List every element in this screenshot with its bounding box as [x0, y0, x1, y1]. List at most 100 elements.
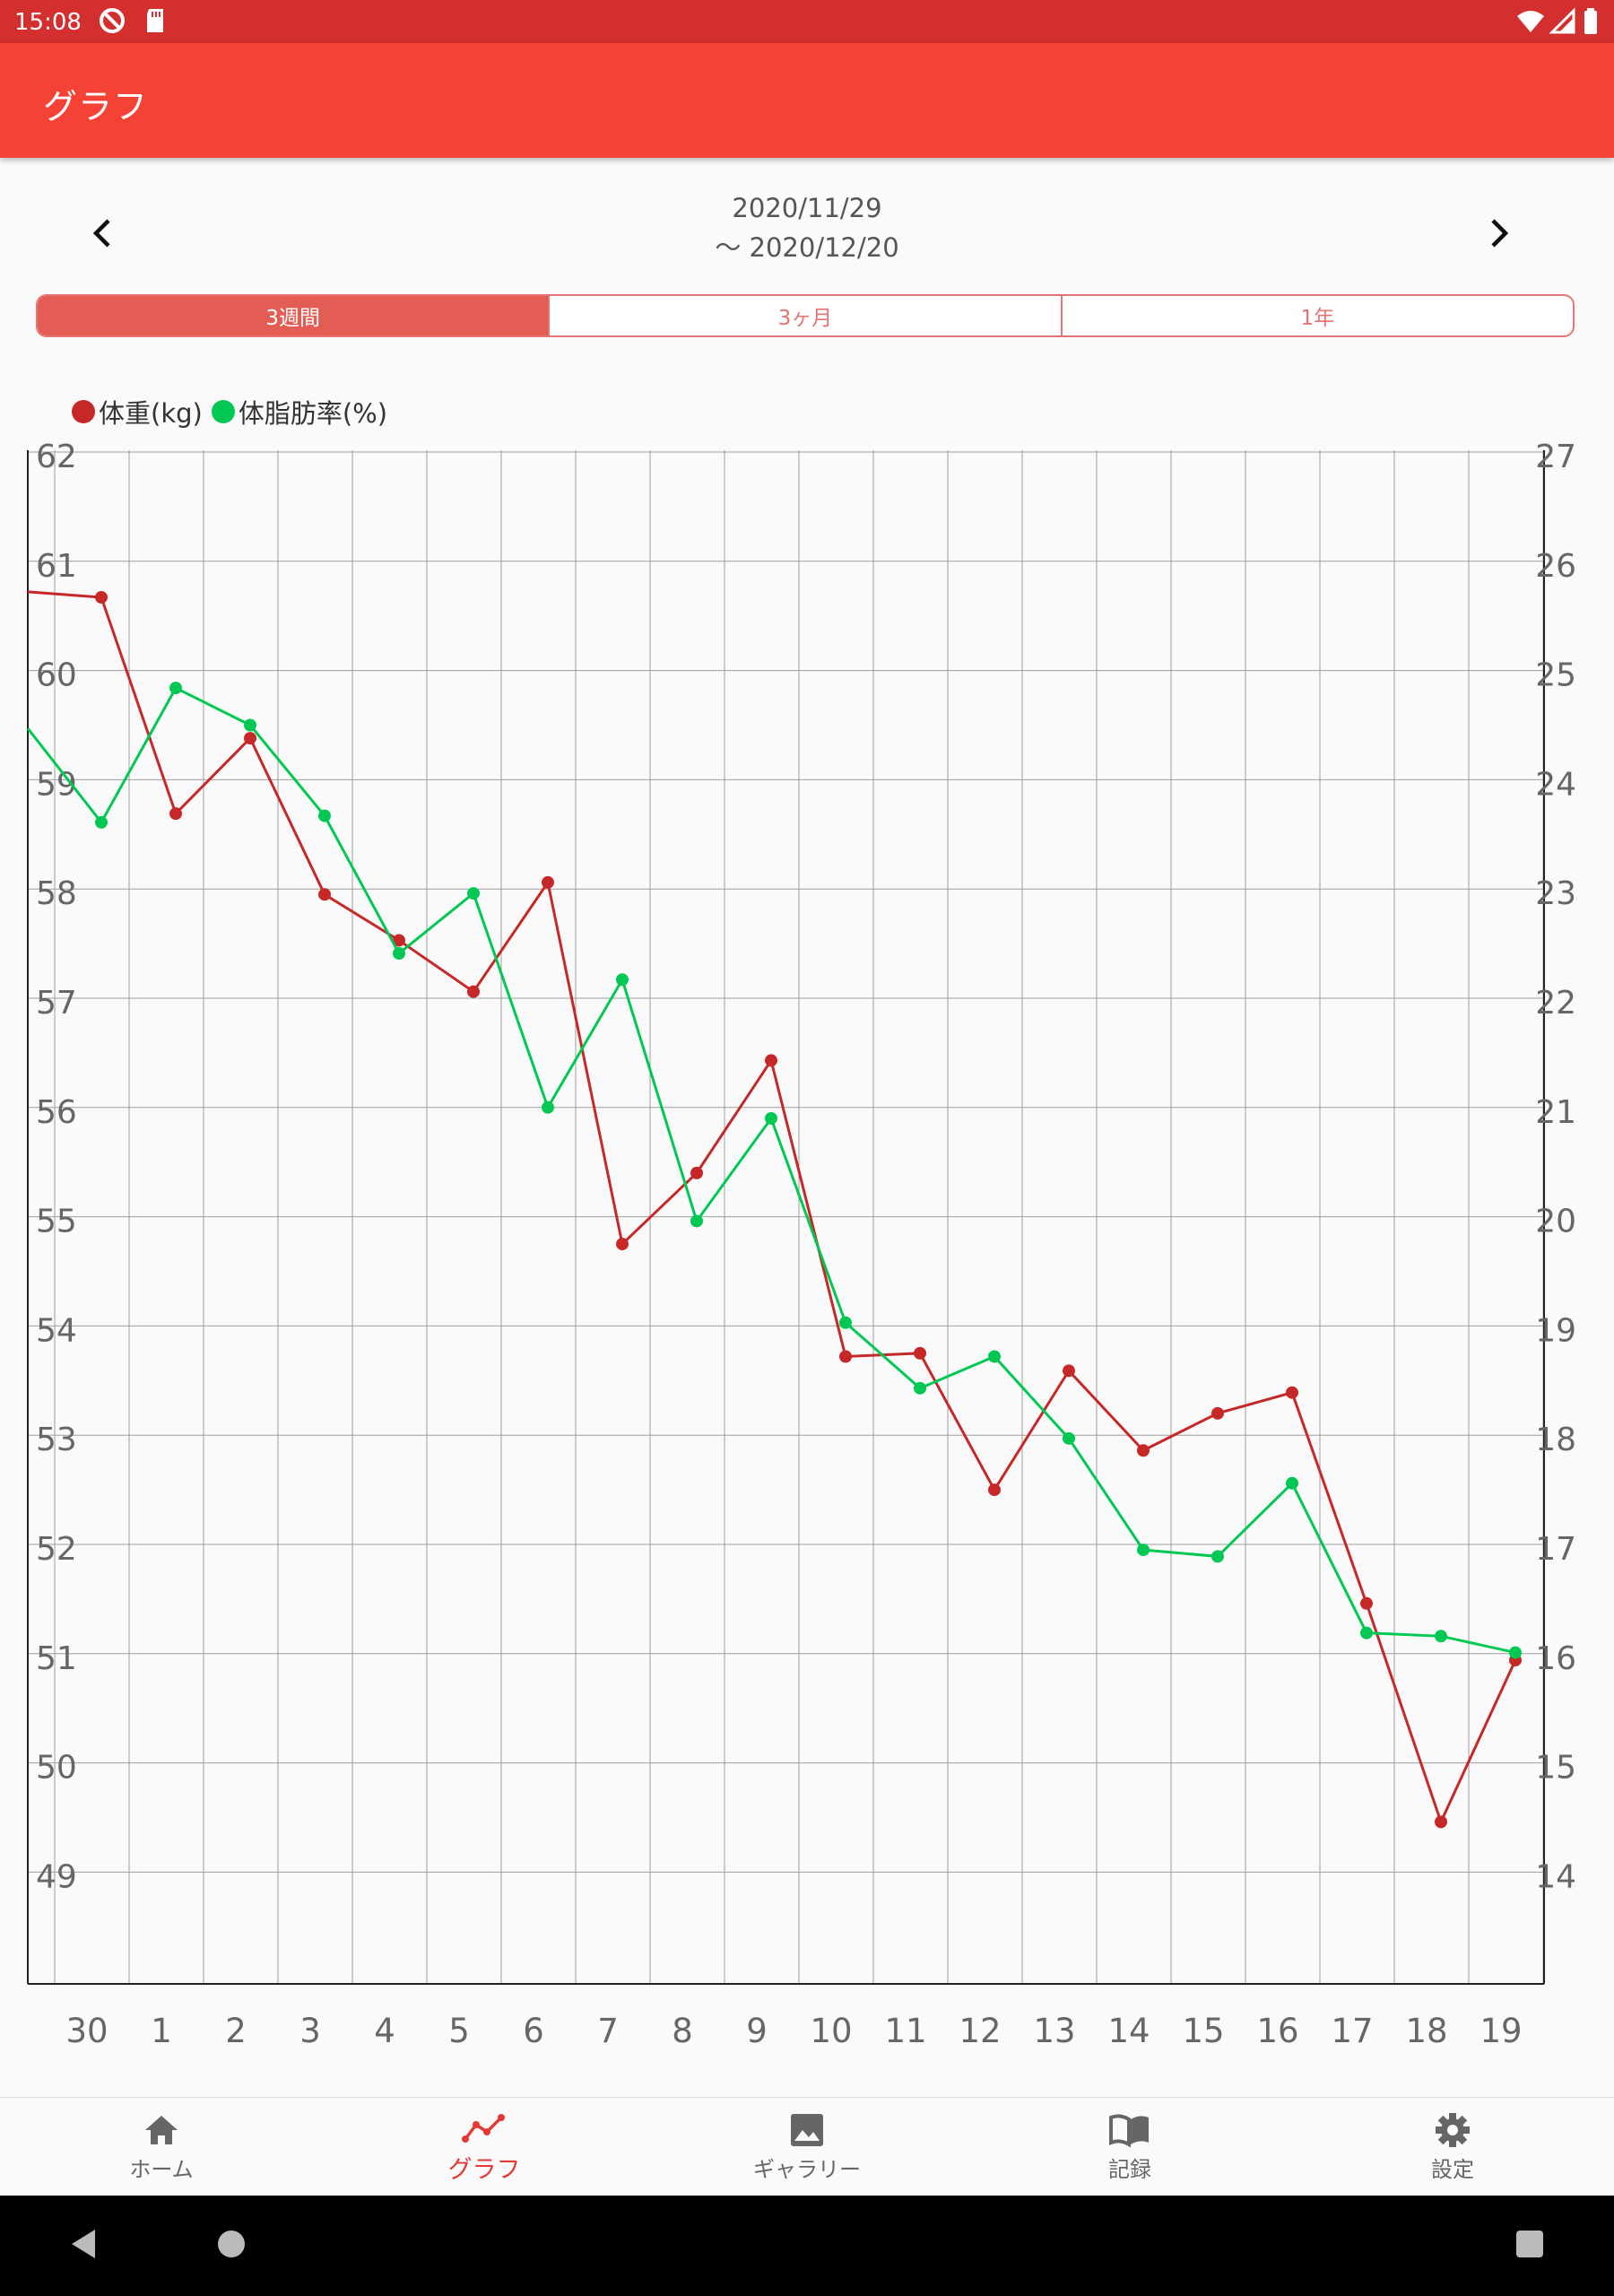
- right-axis-tick-label: 23: [1535, 875, 1576, 912]
- x-axis-tick-label: 4: [374, 2012, 395, 2050]
- right-axis-tick-label: 25: [1535, 657, 1576, 694]
- series-line: [26, 686, 1516, 1655]
- series-point: [1435, 1630, 1447, 1643]
- segment-3-weeks[interactable]: 3週間: [38, 296, 549, 335]
- series-point: [1286, 1386, 1298, 1399]
- battery-icon: [1582, 5, 1600, 39]
- chevron-right-icon: [1491, 219, 1509, 248]
- tab-graph[interactable]: グラフ: [323, 2098, 646, 2196]
- left-axis-tick-label: 58: [36, 875, 77, 912]
- x-axis-tick-label: 14: [1107, 2012, 1150, 2050]
- series-point: [914, 1381, 926, 1395]
- series-point: [765, 1111, 777, 1125]
- tab-home[interactable]: ホーム: [0, 2098, 323, 2196]
- left-axis-tick-label: 50: [36, 1750, 77, 1787]
- previous-period-button[interactable]: [72, 202, 134, 265]
- x-axis-tick-label: 16: [1256, 2012, 1298, 2050]
- series-point: [318, 888, 331, 901]
- chart-legend: 体重(kg) 体脂肪率(%): [72, 393, 396, 430]
- x-axis-tick-label: 15: [1182, 2012, 1224, 2050]
- x-axis-tick-label: 5: [448, 2012, 470, 2050]
- date-range: 2020/11/29 〜 2020/12/20: [0, 188, 1614, 267]
- left-axis-tick-label: 59: [36, 766, 77, 803]
- x-axis-tick-label: 3: [299, 2012, 321, 2050]
- tab-records-label: 記録: [1108, 2156, 1151, 2182]
- legend-dot-weight: [72, 400, 95, 423]
- sd-card-icon: [142, 5, 169, 39]
- series-point: [393, 934, 405, 947]
- tab-settings[interactable]: 設定: [1291, 2098, 1614, 2196]
- series-point: [169, 682, 182, 695]
- right-axis-tick-label: 22: [1535, 985, 1576, 1022]
- left-axis-tick-label: 56: [36, 1094, 77, 1131]
- x-axis-tick-label: 9: [746, 2012, 768, 2050]
- series-point: [95, 590, 108, 604]
- segment-1-year[interactable]: 1年: [1060, 296, 1573, 335]
- series-point: [1211, 1550, 1224, 1563]
- series-point: [616, 973, 629, 987]
- recents-icon[interactable]: [1512, 2226, 1548, 2262]
- right-axis-tick-label: 24: [1535, 766, 1576, 803]
- wifi-icon: [1515, 5, 1546, 39]
- series-point: [542, 1100, 554, 1114]
- series-point: [1137, 1544, 1150, 1557]
- back-icon[interactable]: [66, 2226, 102, 2262]
- legend-item-weight: 体重(kg): [72, 393, 203, 430]
- series-point: [467, 887, 480, 900]
- tab-graph-label: グラフ: [447, 2155, 521, 2184]
- system-navigation-bar: [0, 2196, 1614, 2296]
- series-point: [690, 1214, 703, 1228]
- right-axis-tick-label: 27: [1535, 439, 1576, 475]
- left-axis-tick-label: 55: [36, 1204, 77, 1240]
- right-axis-tick-label: 21: [1535, 1094, 1576, 1131]
- range-end: 〜 2020/12/20: [715, 232, 899, 263]
- left-axis-tick-label: 49: [36, 1858, 77, 1895]
- series-point: [1063, 1364, 1075, 1378]
- series-point: [1211, 1406, 1224, 1420]
- segment-3-months[interactable]: 3ヶ月: [548, 296, 1060, 335]
- tab-records[interactable]: 記録: [968, 2098, 1291, 2196]
- series-point: [690, 1166, 703, 1179]
- book-icon: [1109, 2113, 1149, 2148]
- x-axis-tick-label: 2: [225, 2012, 247, 2050]
- series-point: [1360, 1626, 1373, 1639]
- legend-label-body-fat: 体脂肪率(%): [238, 398, 388, 429]
- do-not-disturb-icon: [97, 5, 127, 39]
- page-title: グラフ: [43, 87, 149, 126]
- home-button-icon[interactable]: [213, 2226, 249, 2262]
- tab-gallery[interactable]: ギャラリー: [646, 2098, 968, 2196]
- chevron-left-icon: [92, 219, 110, 248]
- x-axis-tick-label: 13: [1033, 2012, 1075, 2050]
- image-icon: [791, 2113, 823, 2146]
- x-axis-tick-label: 30: [65, 2012, 108, 2050]
- series-point: [988, 1483, 1001, 1497]
- series-point: [1137, 1444, 1150, 1457]
- right-axis-tick-label: 26: [1535, 548, 1576, 585]
- x-axis-tick-label: 18: [1405, 2012, 1447, 2050]
- x-axis-tick-label: 1: [151, 2012, 172, 2050]
- tab-home-label: ホーム: [129, 2156, 194, 2182]
- series-point: [1286, 1476, 1298, 1490]
- chart-icon: [462, 2113, 505, 2143]
- left-axis-tick-label: 57: [36, 985, 77, 1022]
- left-axis-tick-label: 54: [36, 1312, 77, 1349]
- x-axis-tick-label: 8: [672, 2012, 693, 2050]
- series-point: [1063, 1431, 1075, 1445]
- bottom-navigation: ホーム グラフ ギャラリー 記録 設定: [0, 2097, 1614, 2196]
- app-bar: グラフ: [0, 43, 1614, 158]
- x-axis-tick-label: 12: [959, 2012, 1001, 2050]
- legend-dot-body-fat: [211, 400, 235, 423]
- series-point: [616, 1238, 629, 1251]
- right-axis-tick-label: 19: [1535, 1312, 1576, 1349]
- tab-settings-label: 設定: [1431, 2156, 1474, 2182]
- series-point: [988, 1350, 1001, 1363]
- series-line: [27, 590, 1517, 1826]
- series-point: [169, 807, 182, 821]
- series-point: [765, 1054, 777, 1067]
- series-point: [1360, 1596, 1373, 1610]
- next-period-button[interactable]: [1467, 202, 1530, 265]
- series-point: [244, 732, 256, 745]
- right-axis-tick-label: 20: [1535, 1204, 1576, 1240]
- left-axis-tick-label: 61: [36, 548, 77, 585]
- series-point: [95, 815, 108, 829]
